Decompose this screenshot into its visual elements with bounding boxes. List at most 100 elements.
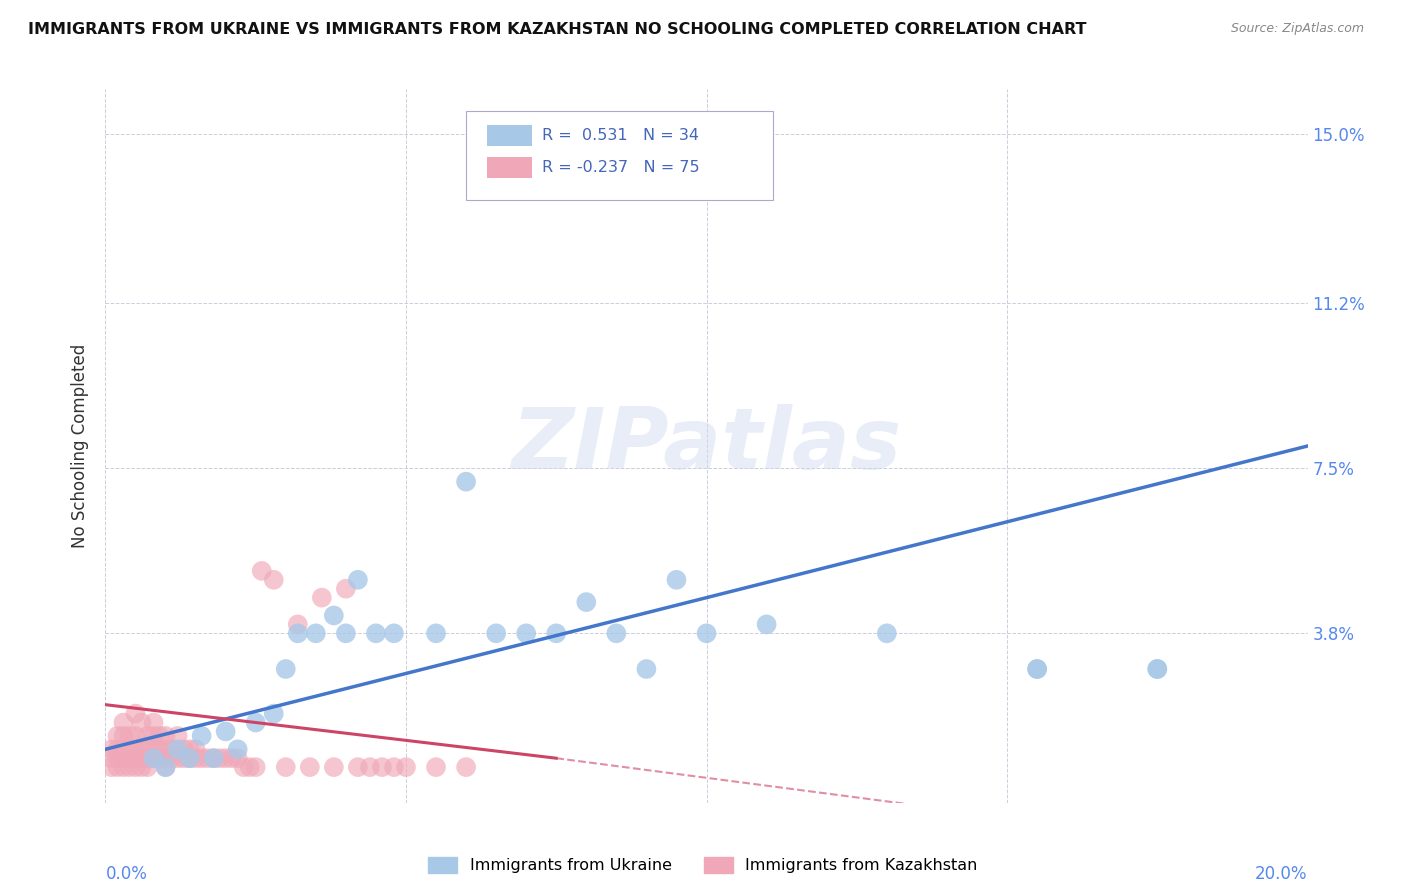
Point [221, 751, 243, 765]
Point [166, 742, 188, 756]
Point [546, 626, 568, 640]
Point [287, 617, 309, 632]
Point [359, 760, 381, 774]
Point [107, 742, 129, 756]
Point [124, 706, 146, 721]
Point [179, 751, 201, 765]
Point [298, 760, 321, 774]
Point [214, 751, 236, 765]
Point [335, 626, 357, 640]
Point [454, 760, 477, 774]
Point [131, 715, 153, 730]
Point [305, 626, 328, 640]
Point [226, 751, 249, 765]
Text: R =  0.531   N = 34: R = 0.531 N = 34 [541, 128, 699, 143]
Point [287, 626, 309, 640]
Point [124, 751, 146, 765]
Point [425, 760, 447, 774]
Point [155, 751, 177, 765]
Point [100, 760, 122, 774]
Point [335, 582, 357, 596]
Point [107, 729, 129, 743]
Point [665, 573, 688, 587]
Point [160, 742, 183, 756]
Point [118, 751, 141, 765]
Point [395, 760, 418, 774]
Point [166, 729, 188, 743]
Point [190, 751, 212, 765]
Point [876, 626, 898, 640]
Point [190, 729, 212, 743]
Point [250, 564, 273, 578]
Text: R = -0.237   N = 75: R = -0.237 N = 75 [541, 161, 699, 175]
Point [214, 724, 236, 739]
Point [142, 751, 165, 765]
Point [322, 760, 344, 774]
Point [184, 742, 207, 756]
Point [454, 475, 477, 489]
Point [112, 729, 135, 743]
Point [184, 751, 207, 765]
Point [322, 608, 344, 623]
Point [425, 626, 447, 640]
Point [112, 742, 135, 756]
Point [155, 760, 177, 774]
Point [485, 626, 508, 640]
Point [755, 617, 778, 632]
Point [245, 760, 267, 774]
Point [696, 626, 718, 640]
Point [142, 751, 165, 765]
Point [636, 662, 658, 676]
Point [107, 751, 129, 765]
Point [197, 751, 219, 765]
Point [173, 751, 195, 765]
Point [575, 595, 598, 609]
Text: IMMIGRANTS FROM UKRAINE VS IMMIGRANTS FROM KAZAKHSTAN NO SCHOOLING COMPLETED COR: IMMIGRANTS FROM UKRAINE VS IMMIGRANTS FR… [28, 22, 1087, 37]
Point [148, 729, 170, 743]
Point [166, 751, 188, 765]
Point [118, 760, 141, 774]
Point [263, 573, 285, 587]
Point [148, 751, 170, 765]
Point [605, 626, 627, 640]
Point [173, 742, 195, 756]
Point [347, 760, 370, 774]
Point [515, 626, 537, 640]
Point [245, 715, 267, 730]
Text: 0.0%: 0.0% [105, 865, 148, 883]
Point [136, 760, 159, 774]
Point [1026, 662, 1049, 676]
Point [142, 715, 165, 730]
Point [274, 662, 297, 676]
Point [112, 760, 135, 774]
Bar [486, 125, 533, 146]
Text: 20.0%: 20.0% [1256, 865, 1308, 883]
Point [1146, 662, 1168, 676]
Point [100, 751, 122, 765]
Point [202, 751, 225, 765]
Point [124, 742, 146, 756]
Y-axis label: No Schooling Completed: No Schooling Completed [72, 344, 90, 548]
Point [274, 760, 297, 774]
Legend: Immigrants from Ukraine, Immigrants from Kazakhstan: Immigrants from Ukraine, Immigrants from… [422, 850, 984, 880]
Point [136, 742, 159, 756]
Point [118, 742, 141, 756]
Point [364, 626, 387, 640]
Point [124, 729, 146, 743]
Point [160, 751, 183, 765]
Point [371, 760, 394, 774]
Point [131, 742, 153, 756]
Point [112, 715, 135, 730]
Point [179, 742, 201, 756]
Point [118, 729, 141, 743]
Point [1026, 662, 1049, 676]
Point [179, 751, 201, 765]
Bar [486, 157, 533, 178]
Point [311, 591, 333, 605]
Point [124, 760, 146, 774]
Point [155, 742, 177, 756]
Point [112, 751, 135, 765]
Point [142, 742, 165, 756]
Point [382, 626, 405, 640]
Point [1146, 662, 1168, 676]
